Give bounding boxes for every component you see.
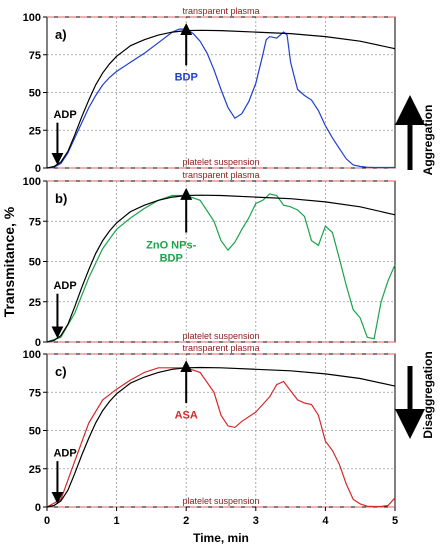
y-tick-label: 100 [23, 349, 41, 361]
panel-label: b) [55, 191, 67, 206]
y-axis-label: Transmitance, % [1, 206, 17, 317]
top-line-label: transparent plasma [182, 170, 259, 180]
y-tick-label: 100 [23, 176, 41, 188]
drug-label-line1: ZnO NPs- [146, 240, 196, 252]
series-line-1 [46, 193, 396, 343]
y-tick-label: 25 [29, 297, 41, 309]
series-line-1 [46, 28, 395, 169]
x-tick-label: 1 [114, 515, 120, 527]
y-tick-label: 50 [29, 426, 41, 438]
y-tick-label: 0 [35, 163, 41, 175]
series-line-2 [46, 194, 396, 343]
y-tick-label: 0 [35, 502, 41, 514]
x-tick-label: 0 [44, 515, 50, 527]
panel-label: c) [55, 364, 67, 379]
y-tick-label: 25 [29, 125, 41, 137]
adp-label: ADP [53, 109, 76, 121]
adp-label: ADP [53, 280, 76, 292]
x-axis-label: Time, min [193, 531, 249, 545]
y-tick-label: 50 [29, 88, 41, 100]
y-tick-label: 75 [29, 216, 41, 228]
x-tick-label: 5 [392, 515, 398, 527]
panel-3: transparent plasma platelet suspension 0 25… [23, 343, 396, 514]
top-line-label: transparent plasma [182, 6, 259, 16]
drug-label-line2: BDP [160, 253, 183, 265]
y-tick-label: 75 [29, 50, 41, 62]
bottom-line-label: platelet suspension [182, 331, 259, 341]
drug-label: ASA [175, 409, 198, 421]
bottom-line-label: platelet suspension [182, 157, 259, 167]
y-tick-label: 25 [29, 464, 41, 476]
series-line-2 [46, 366, 396, 508]
disaggregation-label: Disaggregation [421, 351, 435, 438]
aggregation-label: Aggregation [421, 105, 435, 176]
x-tick-label: 4 [322, 515, 329, 527]
panel-2: transparent plasma platelet suspension 0 25… [23, 170, 396, 349]
drug-label: BDP [175, 71, 198, 83]
series-line-1 [46, 367, 396, 508]
bottom-line-label: platelet suspension [182, 496, 259, 506]
top-line-label: transparent plasma [182, 343, 259, 353]
x-tick-label: 3 [253, 515, 259, 527]
adp-label: ADP [53, 448, 76, 460]
series-line-2 [46, 29, 396, 169]
y-tick-label: 50 [29, 257, 41, 269]
panel-1: transparent plasma platelet suspension 0 25… [23, 6, 396, 175]
y-tick-label: 100 [23, 12, 41, 24]
panel-label: a) [55, 27, 67, 42]
y-tick-label: 0 [35, 337, 41, 349]
y-tick-label: 75 [29, 387, 41, 399]
x-tick-label: 2 [183, 515, 189, 527]
